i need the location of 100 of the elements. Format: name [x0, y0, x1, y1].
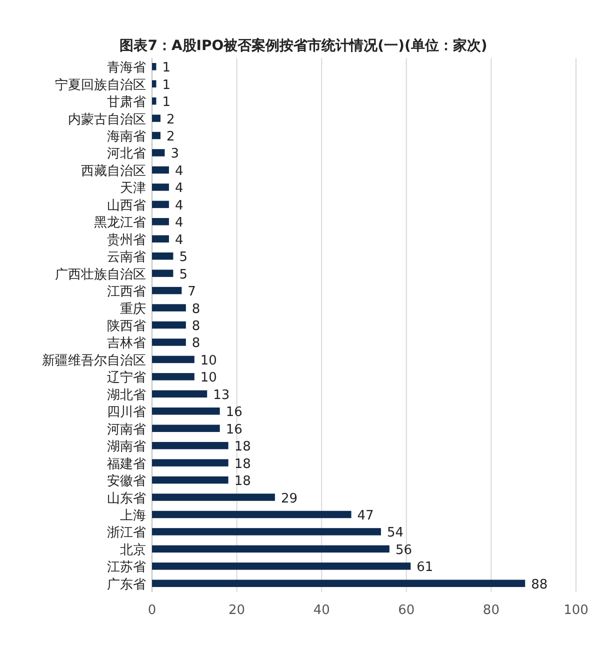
data-label: 8 [192, 319, 200, 334]
x-tick-label: 40 [313, 603, 330, 618]
y-tick-label: 浙江省 [107, 526, 146, 541]
y-tick-label: 广东省 [107, 577, 146, 592]
y-tick-label: 辽宁省 [107, 370, 146, 386]
bar [152, 510, 352, 518]
data-label: 7 [188, 284, 196, 300]
y-tick-label: 贵州省 [107, 232, 146, 248]
data-label: 5 [179, 267, 188, 282]
y-tick-label: 吉林省 [107, 336, 146, 352]
bar [152, 114, 160, 122]
x-tick-label: 60 [398, 603, 415, 618]
data-label: 54 [386, 526, 404, 541]
x-tick-label: 0 [148, 603, 156, 618]
data-label: 8 [192, 302, 200, 317]
bar [152, 132, 160, 140]
data-label: 10 [200, 370, 217, 386]
data-label: 3 [170, 146, 179, 162]
bar [152, 442, 228, 450]
y-tick-label: 宁夏回族自治区 [55, 76, 146, 93]
bar [152, 408, 220, 415]
bar [152, 184, 169, 191]
data-label: 8 [192, 336, 200, 352]
y-tick-label: 广西壮族自治区 [55, 267, 146, 282]
y-tick-label: 西藏自治区 [81, 164, 146, 179]
data-label: 4 [174, 216, 184, 231]
bar [152, 80, 156, 88]
bar [152, 304, 186, 312]
y-tick-label: 安徽省 [107, 473, 146, 490]
data-label: 18 [234, 474, 251, 490]
y-tick-label: 新疆维吾尔自治区 [42, 353, 146, 368]
y-tick-label: 湖南省 [107, 440, 146, 455]
data-label: 4 [174, 181, 184, 196]
data-label: 29 [280, 491, 298, 506]
bar [152, 390, 208, 398]
y-tick-label: 江西省 [107, 284, 146, 300]
data-label: 13 [213, 388, 230, 403]
x-tick-label: 100 [564, 603, 588, 618]
x-tick-label: 20 [228, 603, 246, 618]
bar [152, 476, 228, 484]
y-tick-label: 云南省 [107, 250, 146, 266]
chart-title: 图表7：A股IPO被否案例按省市统计情况(一)(单位：家次) [120, 37, 488, 54]
bar [152, 580, 526, 588]
bar [152, 235, 169, 242]
y-tick-label: 湖北省 [107, 388, 146, 403]
bar [152, 528, 381, 536]
data-label: 4 [174, 164, 184, 179]
y-tick-label: 青海省 [107, 60, 146, 76]
data-label: 2 [166, 112, 175, 128]
bar [152, 562, 411, 570]
bar [152, 200, 169, 208]
y-tick-label: 河北省 [107, 146, 146, 162]
data-label: 2 [166, 130, 175, 145]
y-tick-label: 山东省 [107, 491, 146, 506]
y-tick-label: 江苏省 [107, 560, 146, 576]
y-tick-label: 内蒙古自治区 [68, 112, 146, 128]
bar [152, 62, 156, 70]
data-label: 4 [174, 198, 184, 214]
bar [152, 252, 174, 260]
data-label: 1 [162, 78, 171, 93]
data-label: 18 [234, 456, 251, 472]
bar [152, 218, 169, 226]
y-tick-label: 海南省 [107, 130, 146, 145]
data-label: 18 [234, 440, 251, 455]
data-label: 61 [416, 560, 434, 576]
y-tick-label: 重庆 [120, 302, 146, 317]
y-tick-label: 甘肃省 [107, 95, 146, 110]
bar [152, 321, 186, 329]
y-tick-label: 陕西省 [107, 319, 146, 334]
y-tick-label: 河南省 [107, 422, 146, 438]
x-tick-label: 80 [482, 603, 500, 618]
bar [152, 459, 228, 466]
data-label: 4 [174, 232, 184, 248]
data-label: 47 [357, 508, 374, 524]
y-tick-label: 黑龙江省 [94, 216, 146, 231]
data-label: 1 [162, 60, 171, 76]
bar [152, 338, 186, 346]
bar [152, 356, 194, 364]
data-label: 16 [226, 405, 242, 420]
y-tick-label: 天津 [120, 181, 146, 196]
y-tick-label: 北京 [120, 542, 146, 558]
bar [152, 286, 182, 294]
bar [152, 97, 156, 105]
bar [152, 270, 174, 277]
bar [152, 494, 275, 501]
data-label: 88 [531, 577, 548, 592]
y-tick-label: 山西省 [107, 198, 146, 214]
bar [152, 424, 220, 432]
data-label: 56 [395, 542, 412, 558]
bar [152, 166, 169, 174]
data-label: 1 [162, 95, 171, 110]
bar [152, 545, 390, 553]
y-tick-label: 上海 [120, 508, 146, 524]
data-label: 5 [179, 250, 188, 266]
data-label: 16 [226, 422, 242, 438]
y-tick-label: 福建省 [107, 456, 146, 472]
bar [152, 373, 194, 380]
bar [152, 149, 165, 156]
data-label: 10 [200, 353, 217, 368]
y-tick-label: 四川省 [107, 405, 146, 420]
